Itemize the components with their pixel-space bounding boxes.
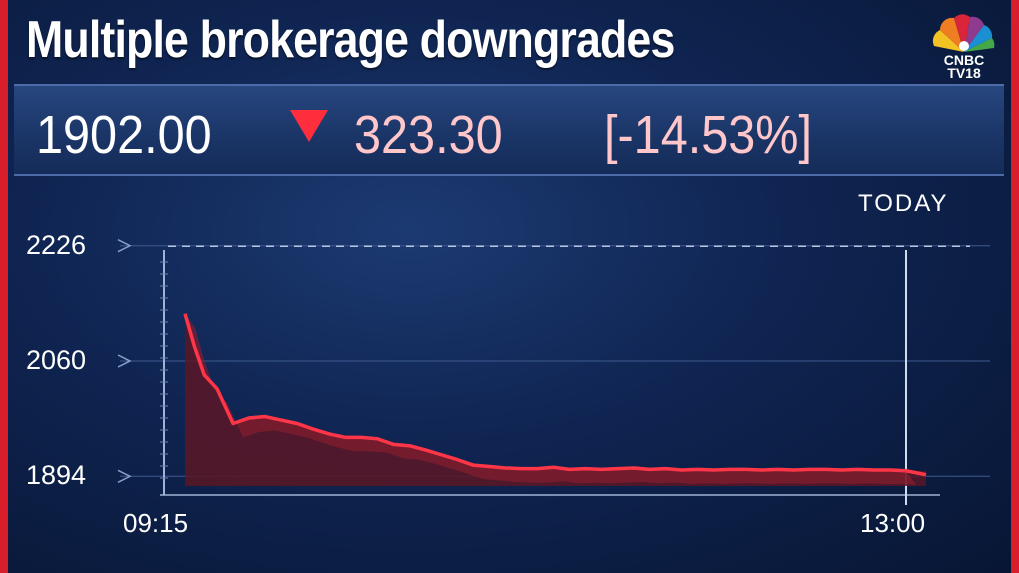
y-tick-marker — [117, 239, 132, 253]
price-line — [183, 313, 927, 477]
change-percent: [-14.53%] — [604, 105, 813, 165]
y-tick-marker — [117, 469, 132, 483]
price-value: 1902.00 — [36, 105, 212, 165]
price-area — [185, 313, 926, 486]
period-label: TODAY — [858, 190, 949, 217]
down-arrow-icon — [290, 110, 328, 142]
right-frame — [1011, 0, 1019, 573]
cnbc-tv18-logo: CNBC TV18 — [930, 12, 998, 84]
x-tick-label: 13:00 — [860, 508, 926, 538]
left-frame — [0, 0, 8, 573]
quote-bar: 1902.00 323.30 [-14.53%] — [14, 84, 1004, 176]
y-tick-marker — [117, 354, 132, 368]
logo-line2: TV18 — [947, 65, 981, 81]
y-tick-label: 2226 — [26, 229, 87, 260]
y-tick-label: 1894 — [26, 460, 87, 491]
x-tick-label: 09:15 — [123, 508, 189, 538]
y-tick-label: 2060 — [26, 345, 87, 375]
headline: Multiple brokerage downgrades — [26, 11, 675, 69]
logo-line1: CNBC — [943, 52, 985, 68]
price-band — [185, 313, 916, 485]
change-value: 323.30 — [354, 105, 503, 165]
